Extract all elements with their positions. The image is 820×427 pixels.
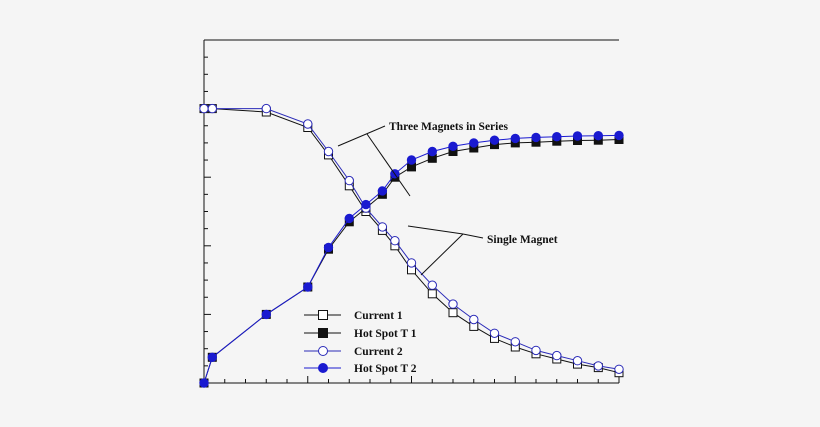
data-point-current-2 — [531, 345, 541, 356]
data-point-current-2 — [469, 314, 479, 325]
data-point-hot-spot-t-2 — [261, 309, 271, 320]
data-point-current-1 — [427, 289, 437, 299]
data-point-current-2 — [207, 103, 218, 114]
data-point-hot-spot-t-2 — [303, 282, 313, 292]
series-hot-spot-t-2 — [199, 130, 624, 388]
data-point-hot-spot-t-2 — [448, 141, 458, 152]
annotation-leader-single-c — [420, 233, 464, 276]
legend-label: Hot Spot T 1 — [354, 328, 417, 340]
data-point-current-2 — [614, 364, 624, 374]
data-point-current-2 — [261, 103, 271, 114]
data-point-current-2 — [303, 119, 313, 129]
data-point-hot-spot-t-2 — [323, 242, 334, 253]
data-point-current-2 — [593, 361, 603, 371]
data-point-hot-spot-t-2 — [377, 186, 388, 196]
legend-marker-square-open — [318, 310, 328, 320]
data-point-hot-spot-t-2 — [572, 131, 583, 141]
annotation-leader-single-b — [407, 225, 464, 235]
data-point-current-2 — [572, 356, 583, 366]
data-point-hot-spot-t-2 — [489, 135, 500, 145]
data-point-hot-spot-t-2 — [593, 131, 603, 141]
data-point-hot-spot-t-2 — [614, 130, 624, 141]
annotation-leader-three-b — [366, 133, 411, 197]
data-point-current-2 — [390, 236, 400, 246]
data-point-current-2 — [377, 222, 388, 232]
data-point-hot-spot-t-2 — [361, 199, 371, 210]
data-point-current-2 — [489, 328, 500, 338]
annotation-single-magnet: Single Magnet — [487, 234, 558, 246]
annotation-leader-single-a — [462, 233, 484, 239]
data-point-hot-spot-t-2 — [510, 133, 520, 144]
data-point-hot-spot-t-2 — [427, 146, 437, 157]
data-point-hot-spot-t-2 — [344, 213, 354, 224]
data-point-current-2 — [552, 350, 562, 361]
annotations: Three Magnets in Series Single Magnet — [337, 121, 558, 276]
data-point-hot-spot-t-2 — [406, 155, 417, 165]
legend-label: Current 2 — [354, 346, 403, 358]
data-point-hot-spot-t-2 — [199, 378, 209, 388]
data-point-current-1 — [448, 308, 458, 318]
legend-marker-circle-filled — [318, 363, 328, 373]
legend-label: Current 1 — [354, 310, 403, 322]
legend-marker-square-filled — [318, 328, 328, 338]
series-layer — [199, 103, 624, 388]
data-point-current-2 — [510, 337, 520, 347]
data-point-hot-spot-t-2 — [469, 138, 479, 148]
data-point-current-2 — [344, 175, 354, 186]
legend-entry-hot-spot-t-2: Hot Spot T 2 — [304, 363, 417, 375]
data-point-current-2 — [406, 258, 417, 268]
data-point-current-2 — [199, 103, 209, 114]
data-point-hot-spot-t-2 — [552, 132, 562, 142]
data-point-current-2 — [323, 146, 334, 157]
data-point-current-2 — [427, 280, 437, 290]
annotation-leader-three-a — [337, 125, 386, 147]
legend: Current 1 Hot Spot T 1 Current 2 Hot Spo… — [304, 310, 417, 375]
legend-entry-current-2: Current 2 — [304, 346, 403, 358]
annotation-three-magnets: Three Magnets in Series — [389, 121, 508, 133]
legend-label: Hot Spot T 2 — [354, 363, 417, 375]
data-point-hot-spot-t-2 — [531, 132, 541, 143]
legend-entry-hot-spot-t-1: Hot Spot T 1 — [304, 328, 417, 340]
legend-marker-circle-open — [318, 346, 328, 356]
legend-entry-current-1: Current 1 — [304, 310, 403, 322]
data-point-current-2 — [448, 299, 458, 309]
data-point-hot-spot-t-2 — [207, 352, 218, 362]
